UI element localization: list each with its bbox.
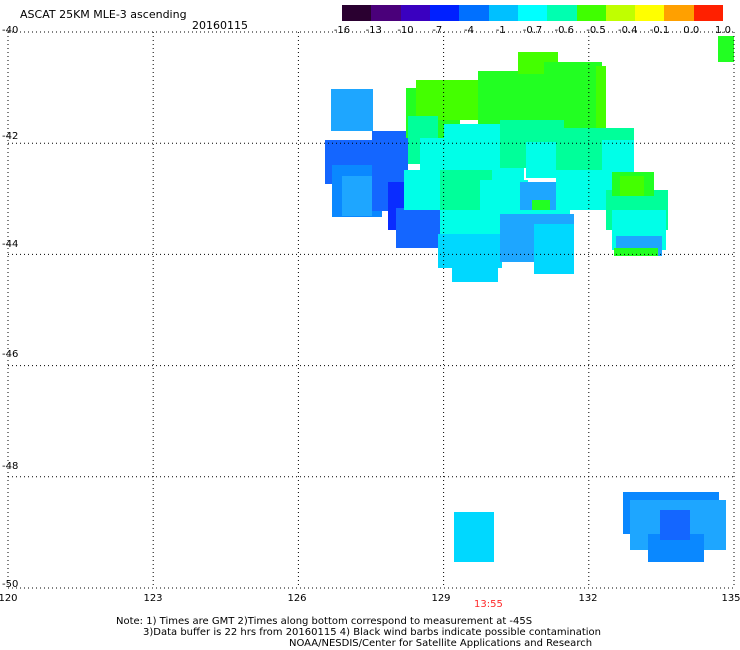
swath-cell <box>331 89 373 131</box>
lat-lon-grid <box>7 31 735 589</box>
colorbar-segment <box>693 5 724 21</box>
note-line-3: NOAA/NESDIS/Center for Satellite Applica… <box>289 638 593 649</box>
swath-cell <box>396 208 444 248</box>
lat-label-48: -48 <box>2 461 19 472</box>
colorbar <box>342 5 724 21</box>
lat-label-40: -40 <box>2 25 19 36</box>
lat-label-44: -44 <box>2 239 19 250</box>
swath-cell <box>660 510 690 540</box>
swath-cell <box>452 260 498 282</box>
plot-title: ASCAT 25KM MLE-3 ascending <box>20 8 187 21</box>
wind-swath-cells <box>325 36 734 562</box>
colorbar-segment <box>576 5 606 21</box>
lat-label-42: -42 <box>2 131 19 142</box>
colorbar-tick-label: -0.6 <box>554 25 575 36</box>
colorbar-tick-label: -1 <box>495 25 506 36</box>
note-line-1: Note: 1) Times are GMT 2)Times along bot… <box>116 616 533 627</box>
swath-cell <box>342 176 372 216</box>
colorbar-tick-label: 0.0 <box>683 25 700 36</box>
colorbar-segment <box>547 5 577 21</box>
colorbar-tick-label: -7 <box>432 25 443 36</box>
colorbar-tick-label: -0.4 <box>617 25 638 36</box>
colorbar-segment <box>605 5 636 21</box>
swath-cell <box>416 80 478 120</box>
swath-cell <box>614 248 658 256</box>
swath-cell <box>454 512 494 562</box>
note-line-2: 3)Data buffer is 22 hrs from 20160115 4)… <box>143 627 601 638</box>
colorbar-tick-label: -16 <box>333 25 351 36</box>
pass-time-label: 13:55 <box>474 599 503 610</box>
colorbar-tick-label: -0.7 <box>522 25 543 36</box>
lon-label-120: 120 <box>0 593 18 604</box>
colorbar-segment <box>635 5 665 21</box>
colorbar-tick-label: -10 <box>397 25 414 36</box>
plot-date: 20160115 <box>192 19 248 32</box>
lon-label-123: 123 <box>143 593 163 604</box>
colorbar-segment <box>342 5 372 21</box>
lat-label-46: -46 <box>2 349 19 360</box>
swath-cell <box>596 66 606 130</box>
colorbar-segment <box>400 5 430 21</box>
colorbar-tick-label: -13 <box>365 25 382 36</box>
lon-label-126: 126 <box>287 593 307 604</box>
colorbar-segment <box>371 5 401 21</box>
lat-label-50: -50 <box>2 579 19 590</box>
colorbar-tick-label: 1.0 <box>715 25 731 36</box>
colorbar-tick-label: -0.1 <box>649 25 670 36</box>
lon-label-132: 132 <box>578 593 598 604</box>
colorbar-segment <box>664 5 694 21</box>
colorbar-segment <box>517 5 548 21</box>
lon-label-135: 135 <box>721 593 740 604</box>
colorbar-tick-label: -0.5 <box>586 25 606 36</box>
swath-cell <box>534 224 574 274</box>
swath-cell <box>718 36 734 62</box>
lon-label-129: 129 <box>431 593 451 604</box>
swath-cell <box>404 170 444 210</box>
colorbar-tick-label: -4 <box>464 25 474 36</box>
swath-cell <box>620 176 644 196</box>
colorbar-segment <box>429 5 460 21</box>
swath-cell <box>556 170 606 210</box>
colorbar-segment <box>459 5 489 21</box>
colorbar-segment <box>488 5 518 21</box>
